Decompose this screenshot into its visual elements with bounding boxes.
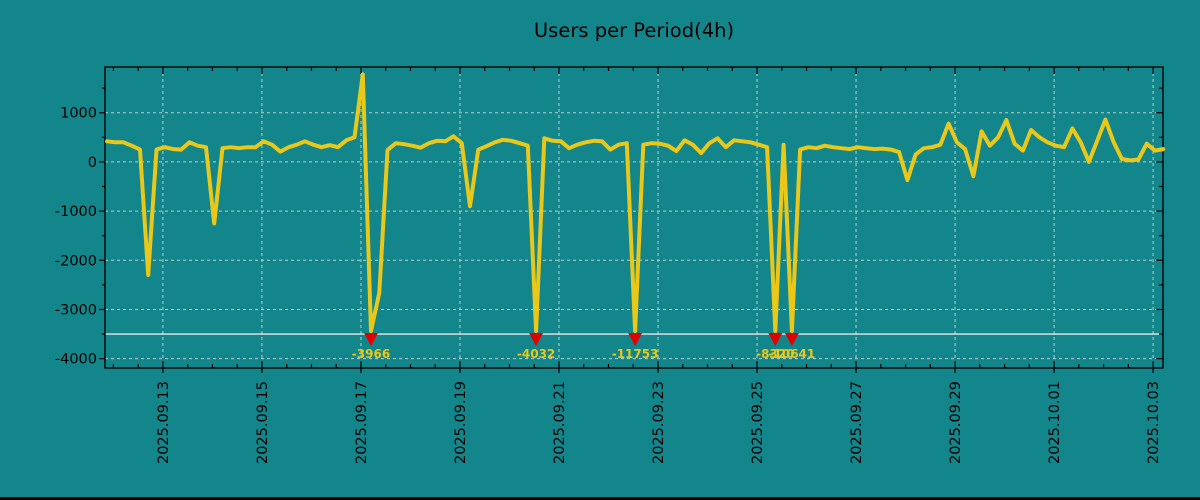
x-tick-label: 2025.09.21 bbox=[552, 381, 568, 464]
x-tick-label: 2025.09.25 bbox=[750, 381, 766, 464]
min-value-marker-icon bbox=[529, 333, 544, 346]
y-tick-label: -1000 bbox=[55, 204, 97, 220]
x-tick-label: 2025.09.13 bbox=[156, 381, 172, 464]
x-tick-label: 2025.09.19 bbox=[453, 381, 469, 464]
min-value-marker-icon bbox=[784, 333, 799, 346]
y-tick-label: -4000 bbox=[55, 352, 97, 368]
min-value-label: -10641 bbox=[769, 347, 816, 361]
min-value-label: -4032 bbox=[517, 347, 555, 361]
y-tick-label: -2000 bbox=[55, 253, 97, 269]
y-tick-label: 1000 bbox=[60, 106, 97, 122]
plot-frame bbox=[104, 66, 1164, 369]
x-tick-label: 2025.09.15 bbox=[255, 381, 271, 464]
y-tick-label: 0 bbox=[88, 155, 97, 171]
plot-layer: 1000 0 -1000 -2000 -3000 -4000 2025.09.13 2025.… bbox=[55, 66, 1166, 464]
x-tick-label: 2025.10.01 bbox=[1047, 381, 1063, 464]
x-tick-label: 2025.10.03 bbox=[1146, 381, 1162, 464]
chart-title: Users per Period(4h) bbox=[534, 19, 734, 42]
x-tick-label: 2025.09.23 bbox=[651, 381, 667, 464]
x-tick-label: 2025.09.17 bbox=[354, 381, 370, 464]
users-series-line bbox=[105, 72, 1166, 333]
x-tick-label: 2025.09.27 bbox=[849, 381, 865, 464]
min-value-marker-icon bbox=[628, 333, 643, 346]
min-value-label: -11753 bbox=[612, 347, 659, 361]
min-value-marker-icon bbox=[364, 333, 378, 346]
min-value-marker-icon bbox=[768, 333, 783, 346]
x-tick-label: 2025.09.29 bbox=[948, 381, 964, 464]
min-value-label: -3966 bbox=[352, 347, 390, 361]
min-value-label: -8320 bbox=[756, 347, 794, 361]
window-bottom-border bbox=[0, 497, 1200, 500]
y-tick-label: -3000 bbox=[55, 302, 97, 318]
